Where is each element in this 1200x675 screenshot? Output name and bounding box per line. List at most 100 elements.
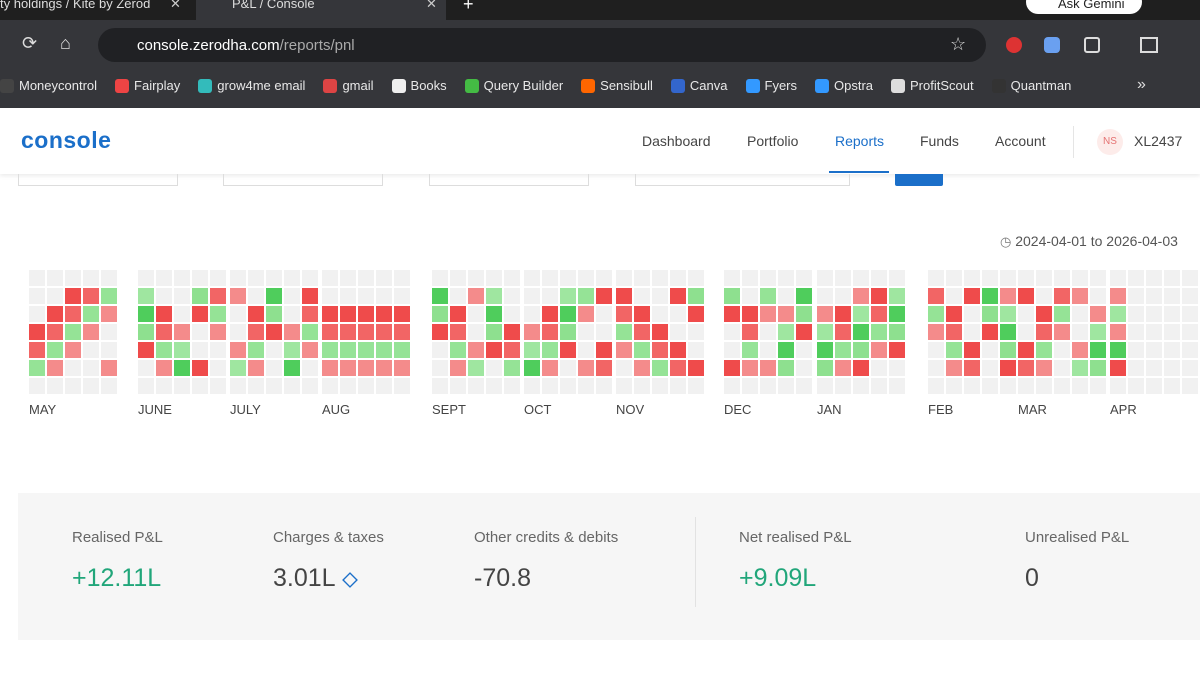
heatmap-cell[interactable] — [83, 378, 99, 394]
heatmap-cell[interactable] — [174, 270, 190, 286]
heatmap-cell[interactable] — [266, 378, 282, 394]
heatmap-cell[interactable] — [432, 342, 448, 358]
heatmap-cell[interactable] — [964, 342, 980, 358]
heatmap-cell[interactable] — [29, 360, 45, 376]
heatmap-cell[interactable] — [596, 270, 612, 286]
heatmap-cell[interactable] — [1072, 306, 1088, 322]
heatmap-cell[interactable] — [742, 378, 758, 394]
heatmap-cell[interactable] — [248, 378, 264, 394]
heatmap-cell[interactable] — [889, 270, 905, 286]
heatmap-cell[interactable] — [248, 360, 264, 376]
reload[interactable]: ⟳ — [22, 33, 38, 53]
heatmap-cell[interactable] — [358, 270, 374, 286]
heatmap-cell[interactable] — [101, 270, 117, 286]
heatmap-cell[interactable] — [1110, 342, 1126, 358]
heatmap-cell[interactable] — [1018, 288, 1034, 304]
heatmap-cell[interactable] — [817, 378, 833, 394]
heatmap-cell[interactable] — [65, 288, 81, 304]
heatmap-cell[interactable] — [1164, 306, 1180, 322]
heatmap-cell[interactable] — [210, 324, 226, 340]
heatmap-cell[interactable] — [248, 270, 264, 286]
heatmap-cell[interactable] — [871, 270, 887, 286]
heatmap-cell[interactable] — [302, 270, 318, 286]
heatmap-cell[interactable] — [192, 270, 208, 286]
heatmap-cell[interactable] — [1090, 324, 1106, 340]
heatmap-cell[interactable] — [468, 270, 484, 286]
heatmap-cell[interactable] — [340, 288, 356, 304]
heatmap-cell[interactable] — [1000, 324, 1016, 340]
heatmap-cell[interactable] — [634, 378, 650, 394]
heatmap-cell[interactable] — [376, 360, 392, 376]
heatmap-cell[interactable] — [1072, 288, 1088, 304]
heatmap-cell[interactable] — [1036, 378, 1052, 394]
heatmap-cell[interactable] — [796, 378, 812, 394]
heatmap-cell[interactable] — [1146, 360, 1162, 376]
heatmap-cell[interactable] — [322, 342, 338, 358]
heatmap-cell[interactable] — [634, 270, 650, 286]
heatmap-cell[interactable] — [634, 306, 650, 322]
heatmap-cell[interactable] — [524, 306, 540, 322]
heatmap-cell[interactable] — [560, 306, 576, 322]
heatmap-cell[interactable] — [376, 378, 392, 394]
heatmap-cell[interactable] — [760, 306, 776, 322]
heatmap-cell[interactable] — [376, 324, 392, 340]
heatmap-cell[interactable] — [83, 306, 99, 322]
heatmap-cell[interactable] — [652, 378, 668, 394]
heatmap-cell[interactable] — [1018, 360, 1034, 376]
heatmap-cell[interactable] — [724, 360, 740, 376]
heatmap-cell[interactable] — [210, 378, 226, 394]
heatmap-cell[interactable] — [468, 306, 484, 322]
heatmap-cell[interactable] — [230, 288, 246, 304]
nav-link[interactable]: Account — [995, 133, 1046, 149]
heatmap-cell[interactable] — [284, 378, 300, 394]
heatmap-cell[interactable] — [670, 306, 686, 322]
heatmap-cell[interactable] — [871, 324, 887, 340]
heatmap-cell[interactable] — [964, 288, 980, 304]
heatmap-cell[interactable] — [302, 324, 318, 340]
side-panel[interactable] — [1140, 37, 1158, 53]
heatmap-cell[interactable] — [853, 342, 869, 358]
heatmap-cell[interactable] — [1110, 270, 1126, 286]
heatmap-cell[interactable] — [322, 360, 338, 376]
heatmap-cell[interactable] — [796, 342, 812, 358]
heatmap-cell[interactable] — [192, 360, 208, 376]
heatmap-cell[interactable] — [1146, 324, 1162, 340]
heatmap-cell[interactable] — [817, 306, 833, 322]
heatmap-cell[interactable] — [578, 306, 594, 322]
heatmap-cell[interactable] — [47, 342, 63, 358]
heatmap-cell[interactable] — [65, 306, 81, 322]
heatmap-cell[interactable] — [742, 342, 758, 358]
ask-button[interactable] — [1026, 0, 1142, 14]
heatmap-cell[interactable] — [83, 360, 99, 376]
heatmap-cell[interactable] — [248, 288, 264, 304]
heatmap-cell[interactable] — [524, 324, 540, 340]
bookmark[interactable]: Canva — [670, 78, 728, 93]
new-tab[interactable]: + — [463, 0, 474, 14]
heatmap-cell[interactable] — [778, 360, 794, 376]
heatmap-cell[interactable] — [889, 342, 905, 358]
heatmap-cell[interactable] — [1164, 270, 1180, 286]
heatmap-cell[interactable] — [1090, 378, 1106, 394]
heatmap-cell[interactable] — [542, 270, 558, 286]
heatmap-cell[interactable] — [65, 378, 81, 394]
heatmap-cell[interactable] — [156, 306, 172, 322]
heatmap-cell[interactable] — [1018, 270, 1034, 286]
logo[interactable]: console — [21, 127, 112, 153]
heatmap-cell[interactable] — [670, 288, 686, 304]
heatmap-cell[interactable] — [724, 288, 740, 304]
heatmap-cell[interactable] — [174, 378, 190, 394]
heatmap-cell[interactable] — [450, 342, 466, 358]
heatmap-cell[interactable] — [432, 360, 448, 376]
heatmap-cell[interactable] — [778, 378, 794, 394]
heatmap-cell[interactable] — [560, 270, 576, 286]
nav-link[interactable]: Dashboard — [642, 133, 711, 149]
bookmark[interactable]: Quantman — [991, 78, 1071, 93]
extension[interactable] — [1044, 37, 1060, 53]
heatmap-cell[interactable] — [688, 360, 704, 376]
heatmap-cell[interactable] — [504, 288, 520, 304]
heatmap-cell[interactable] — [1054, 270, 1070, 286]
heatmap-cell[interactable] — [156, 360, 172, 376]
heatmap-cell[interactable] — [982, 378, 998, 394]
heatmap-cell[interactable] — [1072, 324, 1088, 340]
heatmap-cell[interactable] — [760, 324, 776, 340]
